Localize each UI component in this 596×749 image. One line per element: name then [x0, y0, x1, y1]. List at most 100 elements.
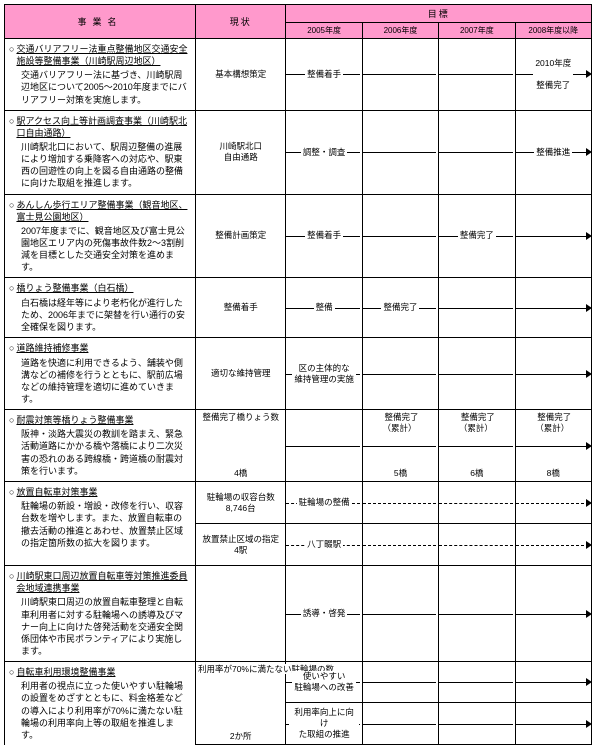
plan-table: 事業名 現状 目標 2005年度 2006年度 2007年度 2008年度以降 … — [4, 4, 592, 745]
goal-cell — [362, 39, 438, 111]
project-name-cell: ○放置自転車対策事業駐輪場の新設・増設・改修を行い、収容台数を増やします。また、… — [5, 482, 196, 566]
goal-text: 八丁畷駅 — [305, 539, 343, 550]
project-title: 自転車利用環境整備事業 — [16, 666, 115, 678]
goal-top-text: 整備完了（累計） — [459, 412, 495, 433]
project-name-cell: ○あんしん歩行エリア整備事業（観音地区、富士見公園地区）2007年度までに、観音… — [5, 194, 196, 278]
goal-text: 利用率向上に向けた取組の推進 — [289, 707, 358, 740]
goal-cell — [515, 338, 591, 410]
goal-cell — [362, 524, 438, 566]
goal-text: 整備完了 — [458, 230, 496, 241]
project-desc: 川崎駅東口周辺の放置自転車整理と自転車利用者に対する駐輪場への誘導及びマナー向上… — [21, 596, 189, 657]
goal-cell — [362, 194, 438, 278]
bullet-icon: ○ — [9, 570, 14, 582]
project-desc: 交通バリアフリー法に基づき、川崎駅周辺地区について2005〜2010年度までにバ… — [21, 69, 189, 105]
goal-cell: 整備着手 — [286, 194, 362, 278]
project-desc: 利用者の視点に立った使いやすい駐輪場の設置をめざすとともに、料金格差などの導入に… — [21, 680, 189, 741]
goal-top-text: 整備完了（累計） — [382, 412, 418, 433]
goal-text: 整備 — [314, 302, 335, 313]
goal-cell — [362, 482, 438, 524]
goal-cell — [286, 410, 362, 482]
table-row: ○あんしん歩行エリア整備事業（観音地区、富士見公園地区）2007年度までに、観音… — [5, 194, 592, 278]
col-status: 現状 — [195, 5, 285, 39]
status-cell: 川崎駅北口自由通路 — [195, 110, 285, 194]
goal-cell: 整備完了 — [439, 194, 515, 278]
status-cell — [195, 566, 285, 662]
goal-cell: 整備完了（累計）5橋 — [362, 410, 438, 482]
goal-cell — [362, 338, 438, 410]
project-desc: 川崎駅北口において、駅周辺整備の進展により増加する乗降客への対応や、駅東西の回遊… — [21, 141, 189, 190]
project-title: 耐震対策等橋りょう整備事業 — [16, 414, 133, 426]
goal-cell: 誘導・啓発 — [286, 566, 362, 662]
bullet-icon: ○ — [9, 414, 14, 426]
goal-text: 使いやすい駐輪場への改善 — [292, 671, 356, 693]
goal-cell — [439, 338, 515, 410]
goal-cell: 整備完了 — [362, 278, 438, 338]
table-row: ○耐震対策等橋りょう整備事業阪神・淡路大震災の教訓を踏まえ、緊急活動道路にかかる… — [5, 410, 592, 482]
project-name-cell: ○道路維持補修事業道路を快適に利用できるよう、舗装や側溝などの補修を行うとともに… — [5, 338, 196, 410]
goal-cell: 調整・調査 — [286, 110, 362, 194]
table-row: ○道路維持補修事業道路を快適に利用できるよう、舗装や側溝などの補修を行うとともに… — [5, 338, 592, 410]
goal-cell: 整備 — [286, 278, 362, 338]
goal-cell — [439, 278, 515, 338]
project-title: 駅アクセス向上等計画調査事業（川崎駅北口自由通路） — [16, 115, 189, 139]
col-year-2008: 2008年度以降 — [515, 23, 591, 39]
goal-bottom-text: 8橋 — [545, 468, 562, 478]
status-cell: 駐輪場の収容台数8,746台 — [195, 482, 285, 524]
bullet-icon: ○ — [9, 666, 14, 678]
project-name-cell: ○川崎駅東口周辺放置自転車等対策推進委員会地域連携事業川崎駅東口周辺の放置自転車… — [5, 566, 196, 662]
goal-cell — [439, 482, 515, 524]
project-desc: 白石橋は経年等により老朽化が進行したため、2006年までに架替を行い通行の安全確… — [21, 297, 189, 333]
status-cell: 適切な維持管理 — [195, 338, 285, 410]
col-goals: 目標 — [286, 5, 592, 23]
project-name-cell: ○耐震対策等橋りょう整備事業阪神・淡路大震災の教訓を踏まえ、緊急活動道路にかかる… — [5, 410, 196, 482]
goal-cell — [362, 566, 438, 662]
goal-text: 調整・調査 — [301, 147, 348, 158]
table-row: ○駅アクセス向上等計画調査事業（川崎駅北口自由通路）川崎駅北口において、駅周辺整… — [5, 110, 592, 194]
table-row: ○川崎駅東口周辺放置自転車等対策推進委員会地域連携事業川崎駅東口周辺の放置自転車… — [5, 566, 592, 662]
goal-top-text: 整備完了（累計） — [535, 412, 571, 433]
project-desc: 駐輪場の新設・増設・改修を行い、収容台数を増やします。また、放置自転車の撤去活動… — [21, 500, 189, 549]
goal-cell — [439, 110, 515, 194]
table-body: ○交通バリアフリー法重点整備地区交通安全施設等整備事業（川崎駅周辺地区）交通バリ… — [5, 39, 592, 745]
goal-cell — [362, 110, 438, 194]
project-title: 道路維持補修事業 — [16, 342, 88, 354]
project-name-cell: ○自転車利用環境整備事業利用者の視点に立った使いやすい駐輪場の設置をめざすととも… — [5, 662, 196, 745]
bullet-icon: ○ — [9, 43, 14, 55]
project-desc: 道路を快適に利用できるよう、舗装や側溝などの補修を行うとともに、駅前広場などの維… — [21, 357, 189, 406]
project-title: 橋りょう整備事業（白石橋） — [16, 282, 133, 294]
status-cell: 整備着手 — [195, 278, 285, 338]
goal-cell: 2010年度整備完了 — [515, 39, 591, 111]
table-row: ○橋りょう整備事業（白石橋） 白石橋は経年等により老朽化が進行したため、2006年… — [5, 278, 592, 338]
bullet-icon: ○ — [9, 282, 14, 294]
goal-text: 整備着手 — [305, 69, 343, 80]
project-desc: 阪神・淡路大震災の教訓を踏まえ、緊急活動道路にかかる橋や落橋により二次災害の恐れ… — [21, 428, 189, 477]
goal-text: 駐輪場の整備 — [297, 497, 352, 508]
bullet-icon: ○ — [9, 199, 14, 211]
status-bottom: 4橋 — [232, 468, 249, 478]
goal-cell — [515, 662, 591, 703]
goal-cell: 駐輪場の整備 — [286, 482, 362, 524]
bullet-icon: ○ — [9, 342, 14, 354]
status-cell: 放置禁止区域の指定4駅 — [195, 524, 285, 566]
goal-cell — [515, 278, 591, 338]
project-title: 川崎駅東口周辺放置自転車等対策推進委員会地域連携事業 — [16, 570, 189, 594]
project-name-cell: ○交通バリアフリー法重点整備地区交通安全施設等整備事業（川崎駅周辺地区）交通バリ… — [5, 39, 196, 111]
bullet-icon: ○ — [9, 486, 14, 498]
table-row: ○交通バリアフリー法重点整備地区交通安全施設等整備事業（川崎駅周辺地区）交通バリ… — [5, 39, 592, 111]
goal-cell — [515, 194, 591, 278]
goal-cell: 区の主体的な維持管理の実施 — [286, 338, 362, 410]
goal-cell — [515, 482, 591, 524]
goal-cell — [439, 39, 515, 111]
goal-text: 誘導・啓発 — [301, 608, 348, 619]
project-name-cell: ○橋りょう整備事業（白石橋） 白石橋は経年等により老朽化が進行したため、2006年… — [5, 278, 196, 338]
col-name: 事業名 — [5, 5, 196, 39]
goal-text: 区の主体的な維持管理の実施 — [292, 363, 356, 385]
goal-cell: 八丁畷駅 — [286, 524, 362, 566]
goal-cell — [439, 566, 515, 662]
goal-cell: 整備完了（累計） 6橋 — [439, 410, 515, 482]
col-year-2006: 2006年度 — [362, 23, 438, 39]
status-cell: 整備完了橋りょう数4橋 — [195, 410, 285, 482]
goal-cell: 整備着手 — [286, 39, 362, 111]
goal-bottom-text: 6橋 — [468, 468, 485, 478]
goal-cell — [515, 524, 591, 566]
